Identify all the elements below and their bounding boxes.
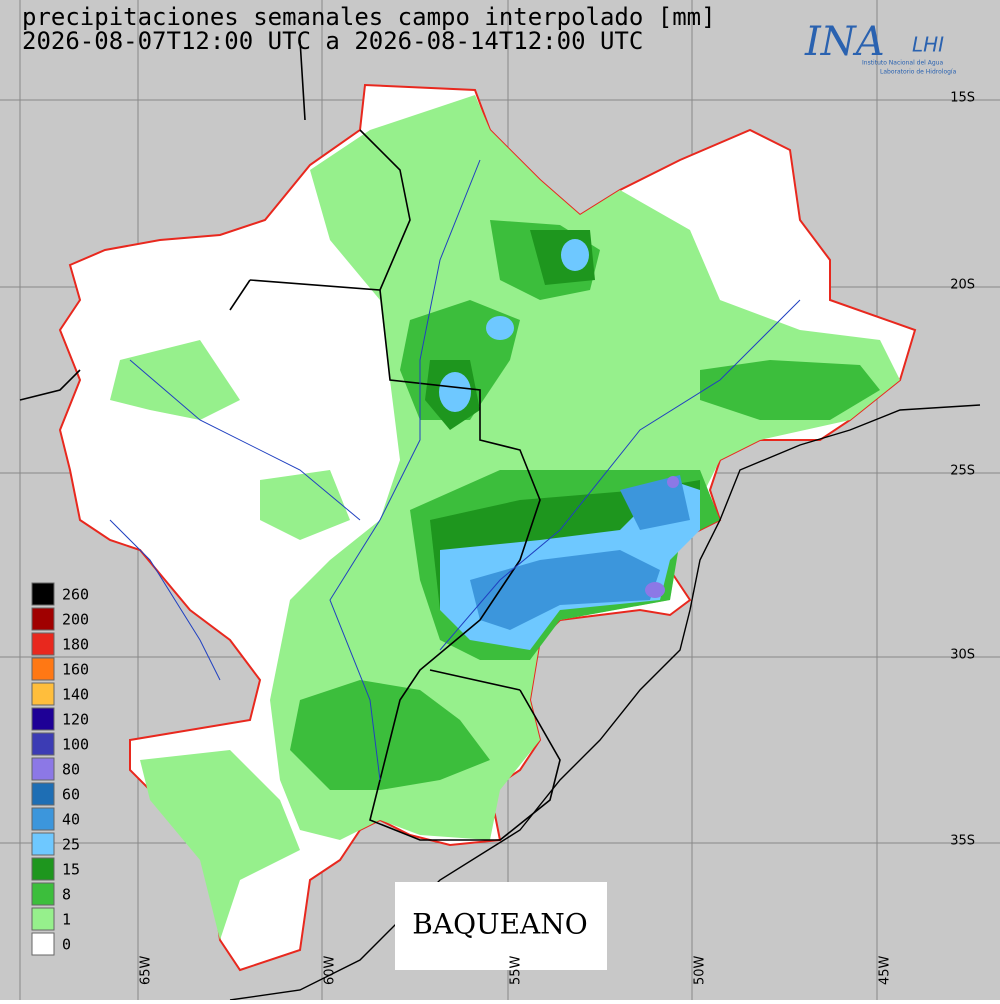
period-text: 2026-08-07T12:00 UTC a 2026-08-14T12:00 …: [22, 27, 643, 55]
lat-label: 30S: [950, 648, 975, 663]
legend-swatch: [31, 607, 55, 631]
watermark: BAQUEANO: [412, 908, 587, 941]
legend: 260 200 180 160 140 120 100 80 60 40 25 15 8 1 0: [31, 582, 89, 956]
legend-label: 0: [62, 936, 71, 954]
legend-swatch: [31, 682, 55, 706]
lon-label: 65W: [139, 955, 154, 985]
title: precipitaciones semanales campo interpol…: [22, 3, 716, 55]
legend-swatch: [31, 907, 55, 931]
lon-label: 50W: [693, 955, 708, 985]
legend-swatch: [31, 582, 55, 606]
legend-label: 1: [62, 911, 71, 929]
lon-label: 55W: [509, 955, 524, 985]
logo: INA LHI Instituto Nacional del Agua Labo…: [804, 19, 957, 76]
legend-swatch: [31, 807, 55, 831]
legend-label: 160: [62, 661, 89, 679]
lat-label: 25S: [950, 464, 975, 479]
rain-80mm: [645, 476, 679, 598]
legend-swatch: [31, 632, 55, 656]
legend-label: 200: [62, 611, 89, 629]
legend-label: 60: [62, 786, 80, 804]
legend-swatch: [31, 782, 55, 806]
rain-40mm: [470, 475, 690, 630]
legend-label: 120: [62, 711, 89, 729]
logo-name: INA: [804, 19, 885, 65]
legend-label: 100: [62, 736, 89, 754]
legend-label: 80: [62, 761, 80, 779]
legend-label: 40: [62, 811, 80, 829]
legend-label: 15: [62, 861, 80, 879]
legend-swatch: [31, 932, 55, 956]
lon-label: 45W: [878, 955, 893, 985]
legend-swatch: [31, 707, 55, 731]
lat-label: 15S: [950, 91, 975, 106]
logo-laboratory: Laboratorio de Hidrología: [880, 69, 957, 76]
legend-label: 25: [62, 836, 80, 854]
borders: [19, 39, 561, 841]
coast: [229, 404, 981, 1001]
legend-swatch: [31, 732, 55, 756]
lat-label: 35S: [950, 834, 975, 849]
legend-swatch: [31, 757, 55, 781]
lon-label: 60W: [323, 955, 338, 985]
rain-1mm: [110, 95, 900, 940]
legend-swatch: [31, 832, 55, 856]
legend-swatch: [31, 882, 55, 906]
title-text: precipitaciones semanales campo interpol…: [22, 3, 716, 31]
watermark-box: [395, 882, 607, 970]
logo-lab: LHI: [912, 33, 944, 57]
logo-institute: Instituto Nacional del Agua: [862, 60, 943, 67]
legend-label: 8: [62, 886, 71, 904]
legend-swatch: [31, 657, 55, 681]
rivers: [109, 159, 801, 781]
legend-swatch: [31, 857, 55, 881]
lat-label: 20S: [950, 278, 975, 293]
legend-label: 260: [62, 586, 89, 604]
legend-label: 180: [62, 636, 89, 654]
legend-label: 140: [62, 686, 89, 704]
